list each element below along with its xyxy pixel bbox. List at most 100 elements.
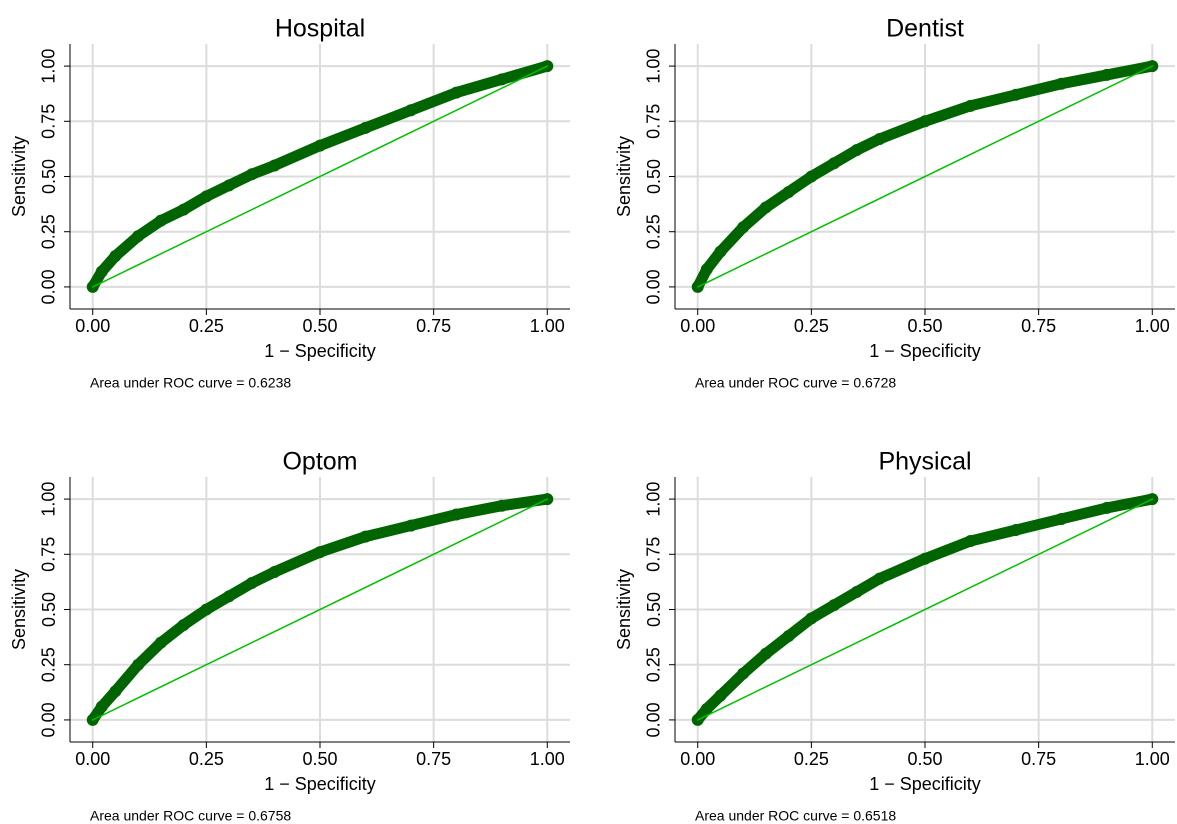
- roc-point: [359, 121, 372, 134]
- x-tick-label: 0.50: [302, 749, 337, 769]
- roc-point: [1055, 512, 1068, 525]
- x-tick-label: 1.00: [1135, 316, 1170, 336]
- roc-point: [268, 565, 281, 578]
- x-tick-label: 1.00: [530, 316, 565, 336]
- x-tick-label: 0.50: [907, 749, 942, 769]
- panel-title: Hospital: [275, 15, 365, 43]
- roc-point: [223, 179, 236, 192]
- roc-point: [1009, 88, 1022, 101]
- roc-point: [109, 250, 122, 262]
- y-tick-label: 1.00: [39, 482, 59, 517]
- roc-point: [759, 201, 772, 214]
- reference-line: [91, 65, 549, 288]
- roc-point: [759, 647, 772, 660]
- y-tick-label: 0.00: [644, 702, 664, 737]
- y-tick-label: 0.25: [39, 214, 59, 249]
- roc-point: [714, 689, 727, 702]
- y-tick-label: 1.00: [644, 49, 664, 84]
- roc-point: [245, 577, 258, 589]
- y-tick-label: 0.50: [39, 159, 59, 194]
- roc-point: [495, 499, 508, 512]
- note: Area under ROC curve = 0.6518: [695, 808, 896, 824]
- x-tick-label: 0.25: [189, 316, 224, 336]
- roc-curve: [692, 60, 1158, 293]
- roc-point: [95, 265, 108, 278]
- y-axis-title: Sensitivity: [614, 569, 634, 650]
- x-tick-label: 1.00: [530, 749, 565, 769]
- roc-point: [223, 590, 236, 603]
- roc-point: [495, 73, 508, 86]
- roc-point: [450, 508, 463, 521]
- y-tick-label: 0.75: [644, 104, 664, 139]
- note: Area under ROC curve = 0.6728: [695, 375, 896, 391]
- y-axis-title: Sensitivity: [9, 569, 29, 650]
- y-tick-label: 0.75: [644, 537, 664, 572]
- roc-curve: [87, 60, 553, 293]
- x-tick-label: 0.25: [189, 749, 224, 769]
- y-tick-label: 0.25: [644, 647, 664, 682]
- roc-point: [737, 221, 750, 234]
- x-tick-label: 0.25: [794, 749, 829, 769]
- roc-point: [314, 546, 326, 559]
- roc-point: [314, 139, 326, 152]
- y-tick-label: 0.00: [644, 269, 664, 304]
- x-axis-title: 1 − Specificity: [264, 341, 376, 361]
- roc-point: [964, 99, 977, 112]
- roc-point: [200, 190, 213, 203]
- y-tick-label: 0.00: [39, 702, 59, 737]
- roc-point: [828, 157, 841, 170]
- y-tick-label: 0.25: [644, 214, 664, 249]
- roc-point: [268, 159, 281, 172]
- y-tick-label: 0.50: [644, 159, 664, 194]
- roc-point: [154, 636, 167, 649]
- roc-point: [850, 144, 863, 156]
- y-tick-label: 0.75: [39, 537, 59, 572]
- reference-line: [91, 498, 549, 721]
- roc-point: [873, 132, 886, 145]
- x-tick-label: 0.00: [75, 749, 110, 769]
- y-tick-label: 0.00: [39, 269, 59, 304]
- x-tick-label: 0.50: [302, 316, 337, 336]
- roc-point: [805, 612, 818, 625]
- roc-curve: [692, 493, 1158, 726]
- reference-line: [696, 498, 1154, 721]
- roc-point: [359, 530, 372, 543]
- roc-point: [245, 168, 258, 181]
- note: Area under ROC curve = 0.6238: [90, 375, 291, 391]
- note: Area under ROC curve = 0.6758: [90, 808, 291, 824]
- roc-point: [450, 86, 463, 99]
- roc-point: [873, 572, 886, 585]
- roc-point: [132, 658, 145, 671]
- x-axis-title: 1 − Specificity: [869, 341, 981, 361]
- x-tick-label: 0.75: [416, 316, 451, 336]
- roc-point: [828, 599, 841, 612]
- panel: Optom 0.00 0.25 0.50 0.75 1.00 0.00 0.25 0.50 0.7…: [9, 448, 570, 824]
- roc-curve: [87, 493, 553, 726]
- x-tick-label: 0.00: [680, 749, 715, 769]
- roc-point: [1100, 68, 1113, 81]
- panel-title: Physical: [878, 448, 971, 476]
- x-axis-title: 1 − Specificity: [869, 774, 981, 794]
- roc-point: [919, 552, 931, 565]
- y-axis-title: Sensitivity: [9, 136, 29, 217]
- y-tick-label: 0.75: [39, 104, 59, 139]
- y-tick-label: 1.00: [644, 482, 664, 517]
- roc-point: [200, 603, 213, 616]
- roc-point: [782, 185, 795, 198]
- roc-point: [737, 667, 750, 680]
- roc-point: [714, 245, 727, 258]
- roc-point: [404, 519, 417, 532]
- x-tick-label: 0.25: [794, 316, 829, 336]
- roc-point: [919, 115, 931, 128]
- x-tick-label: 0.75: [416, 749, 451, 769]
- y-axis-title: Sensitivity: [614, 136, 634, 217]
- x-tick-label: 0.75: [1021, 316, 1056, 336]
- panel: Physical 0.00 0.25 0.50 0.75 1.00 0.00 0.25 0.50…: [614, 448, 1175, 824]
- x-axis-title: 1 − Specificity: [264, 774, 376, 794]
- roc-point: [1100, 501, 1113, 514]
- x-tick-label: 0.75: [1021, 749, 1056, 769]
- roc-point: [177, 618, 190, 631]
- x-tick-label: 0.50: [907, 316, 942, 336]
